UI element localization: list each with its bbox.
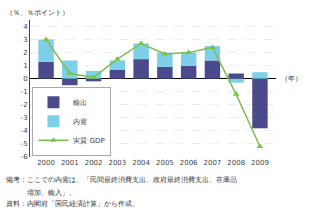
svg-text:（年）: （年）	[281, 75, 302, 83]
svg-text:（％、％ポイント）: （％、％ポイント）	[6, 9, 69, 17]
svg-text:-3: -3	[21, 114, 28, 122]
svg-text:2: 2	[23, 49, 27, 57]
svg-text:2003: 2003	[108, 159, 126, 167]
svg-text:3: 3	[23, 36, 27, 44]
svg-text:-1: -1	[21, 88, 28, 96]
svg-text:2007: 2007	[204, 159, 222, 167]
svg-text:0: 0	[23, 75, 27, 83]
svg-text:2009: 2009	[251, 159, 269, 167]
svg-text:備考：ここでの内需は、「民間最終消費支出、政府最終消費支出、: 備考：ここでの内需は、「民間最終消費支出、政府最終消費支出、在庫品	[6, 176, 237, 184]
svg-text:2000: 2000	[37, 159, 55, 167]
svg-text:-5: -5	[21, 140, 28, 148]
svg-text:-4: -4	[21, 127, 29, 135]
svg-text:1: 1	[23, 62, 27, 70]
svg-text:増加、輸入」。: 増加、輸入」。	[6, 188, 76, 197]
svg-text:2004: 2004	[132, 159, 150, 167]
svg-text:-2: -2	[21, 101, 28, 109]
svg-text:輸出: 輸出	[73, 99, 87, 107]
svg-text:-6: -6	[21, 153, 29, 161]
svg-text:4: 4	[23, 23, 28, 31]
svg-text:2005: 2005	[156, 159, 174, 167]
svg-text:2006: 2006	[180, 159, 198, 167]
svg-text:2002: 2002	[85, 159, 103, 167]
svg-text:内需: 内需	[73, 118, 87, 126]
svg-text:2008: 2008	[227, 159, 245, 167]
svg-text:実質 GDP: 実質 GDP	[73, 137, 104, 145]
svg-text:2001: 2001	[61, 159, 79, 167]
svg-text:資料：内閣府「国民経済計算」から作成。: 資料：内閣府「国民経済計算」から作成。	[6, 200, 139, 208]
